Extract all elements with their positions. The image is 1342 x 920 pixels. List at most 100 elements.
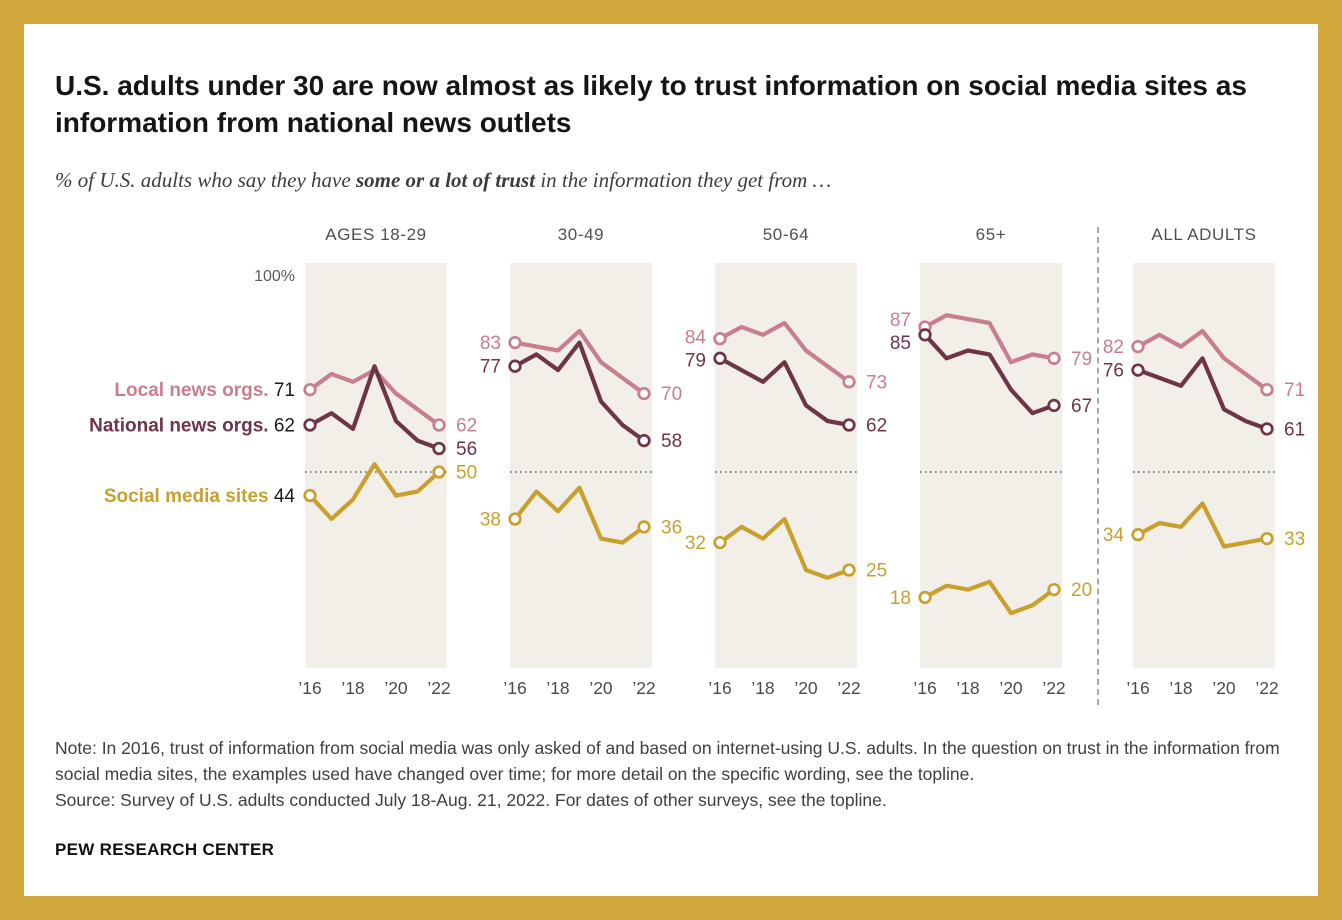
series-endpoint-marker-local [1047,351,1061,365]
x-tick-label: ’16 [503,678,526,698]
x-tick-label: ’16 [708,678,731,698]
series-endpoint-marker-national [842,418,856,432]
start-value-label-national: 77 [480,357,501,378]
x-tick-label: ’16 [298,678,321,698]
series-endpoint-marker-social [1131,527,1145,542]
x-tick-label: ’18 [546,678,569,698]
series-line-local [1135,328,1270,392]
series-endpoint-marker-national [918,328,932,342]
start-value-label-social: 32 [685,533,706,554]
series-line-national [717,356,852,428]
panel-header: 65+ [975,224,1007,244]
panel-plot-area [510,262,652,668]
series-endpoint-marker-local [432,418,446,432]
end-value-label-social: 36 [661,517,682,538]
series-endpoint-marker-social [713,535,727,550]
series-line-national [512,340,647,443]
series-endpoint-marker-local [637,386,651,401]
series-endpoint-marker-local [508,335,522,350]
series-legend-label-local: Local news orgs. 71 [114,380,295,401]
series-endpoint-marker-national [432,441,446,456]
x-tick-label: ’18 [956,678,979,698]
note-text: Note: In 2016, trust of information from… [55,737,1280,785]
series-line-social [1135,501,1270,549]
series-endpoint-marker-national [1260,422,1274,436]
series-endpoint-marker-local [303,382,317,397]
series-legend-label-national: National news orgs. 62 [89,415,295,436]
start-value-label-local: 82 [1103,337,1124,358]
end-value-label-social: 20 [1071,580,1092,601]
series-endpoint-marker-national [713,351,727,365]
series-endpoint-marker-social [842,563,856,577]
end-value-label-national: 61 [1284,419,1305,440]
series-line-national [1135,356,1270,431]
series-endpoint-marker-local [713,331,727,346]
end-value-label-social: 50 [456,462,477,483]
end-value-label-national: 62 [866,415,887,436]
all-adults-separator-line [1097,226,1099,705]
start-value-label-social: 34 [1103,525,1125,546]
start-value-label-local: 84 [685,327,707,348]
x-tick-label: ’18 [751,678,774,698]
start-value-label-social: 18 [890,588,911,609]
start-value-label-local: 83 [480,333,501,354]
start-value-label-national: 76 [1103,361,1124,382]
x-tick-label: ’22 [1255,678,1278,698]
end-value-label-national: 58 [661,431,682,452]
end-value-label-local: 71 [1284,380,1305,401]
panel-plot: 83 77 38 70 58 36 ’16 ’18 ’20 ’22 [480,262,682,698]
chart-card: U.S. adults under 30 are now almost as l… [24,24,1318,896]
panel-plot: Local news orgs. 71 National news orgs. 6… [89,262,477,698]
series-endpoint-marker-social [508,512,522,526]
series-endpoint-marker-social [637,520,651,534]
end-value-label-social: 33 [1284,529,1305,550]
end-value-label-national: 56 [456,439,477,460]
x-tick-label: ’18 [1169,678,1192,698]
note-block: Note: In 2016, trust of information from… [55,735,1304,814]
chart-subtitle: % of U.S. adults who say they have some … [55,168,1304,193]
series-endpoint-marker-social [303,488,317,503]
x-tick-label: ’20 [794,678,818,698]
end-value-label-social: 25 [866,560,887,581]
x-tick-label: ’22 [632,678,655,698]
series-endpoint-marker-local [1260,382,1274,397]
series-line-national [922,332,1057,416]
subtitle-bold: some or a lot of trust [355,167,536,192]
series-line-social [922,579,1057,616]
series-endpoint-marker-national [1131,363,1145,377]
series-line-local [922,313,1057,365]
end-value-label-local: 73 [866,372,887,393]
x-tick-label: ’20 [589,678,613,698]
panel-header: ALL ADULTS [1151,224,1257,244]
start-value-label-social: 38 [480,509,501,530]
series-legend-label-social: Social media sites 44 [104,486,296,507]
x-tick-label: ’20 [999,678,1023,698]
series-endpoint-marker-social [1260,531,1274,546]
x-tick-label: ’22 [1042,678,1065,698]
start-value-label-national: 85 [890,333,911,354]
end-value-label-local: 79 [1071,349,1092,370]
series-line-national [307,364,442,451]
end-value-label-national: 67 [1071,396,1092,417]
series-line-local [512,328,647,396]
end-value-label-local: 70 [661,384,682,405]
end-value-label-local: 62 [456,415,477,436]
series-line-social [512,485,647,545]
x-tick-label: ’22 [837,678,860,698]
subtitle-prefix: % of U.S. adults who say they have [55,167,356,192]
x-tick-label: ’18 [341,678,364,698]
series-endpoint-marker-local [1131,339,1145,354]
series-endpoint-marker-social [432,465,446,479]
panel-header: 30-49 [557,224,605,244]
x-tick-label: ’20 [384,678,408,698]
series-endpoint-marker-social [1047,582,1061,597]
series-endpoint-marker-national [1047,398,1061,412]
series-endpoint-marker-national [508,359,522,373]
start-value-label-national: 79 [685,350,706,371]
subtitle-suffix: in the information they get from … [535,167,832,192]
x-tick-label: ’20 [1212,678,1236,698]
panel-header: 50-64 [762,224,810,244]
panel-plot: 82 76 34 71 61 33 ’16 ’18 ’20 ’22 [1103,262,1305,698]
